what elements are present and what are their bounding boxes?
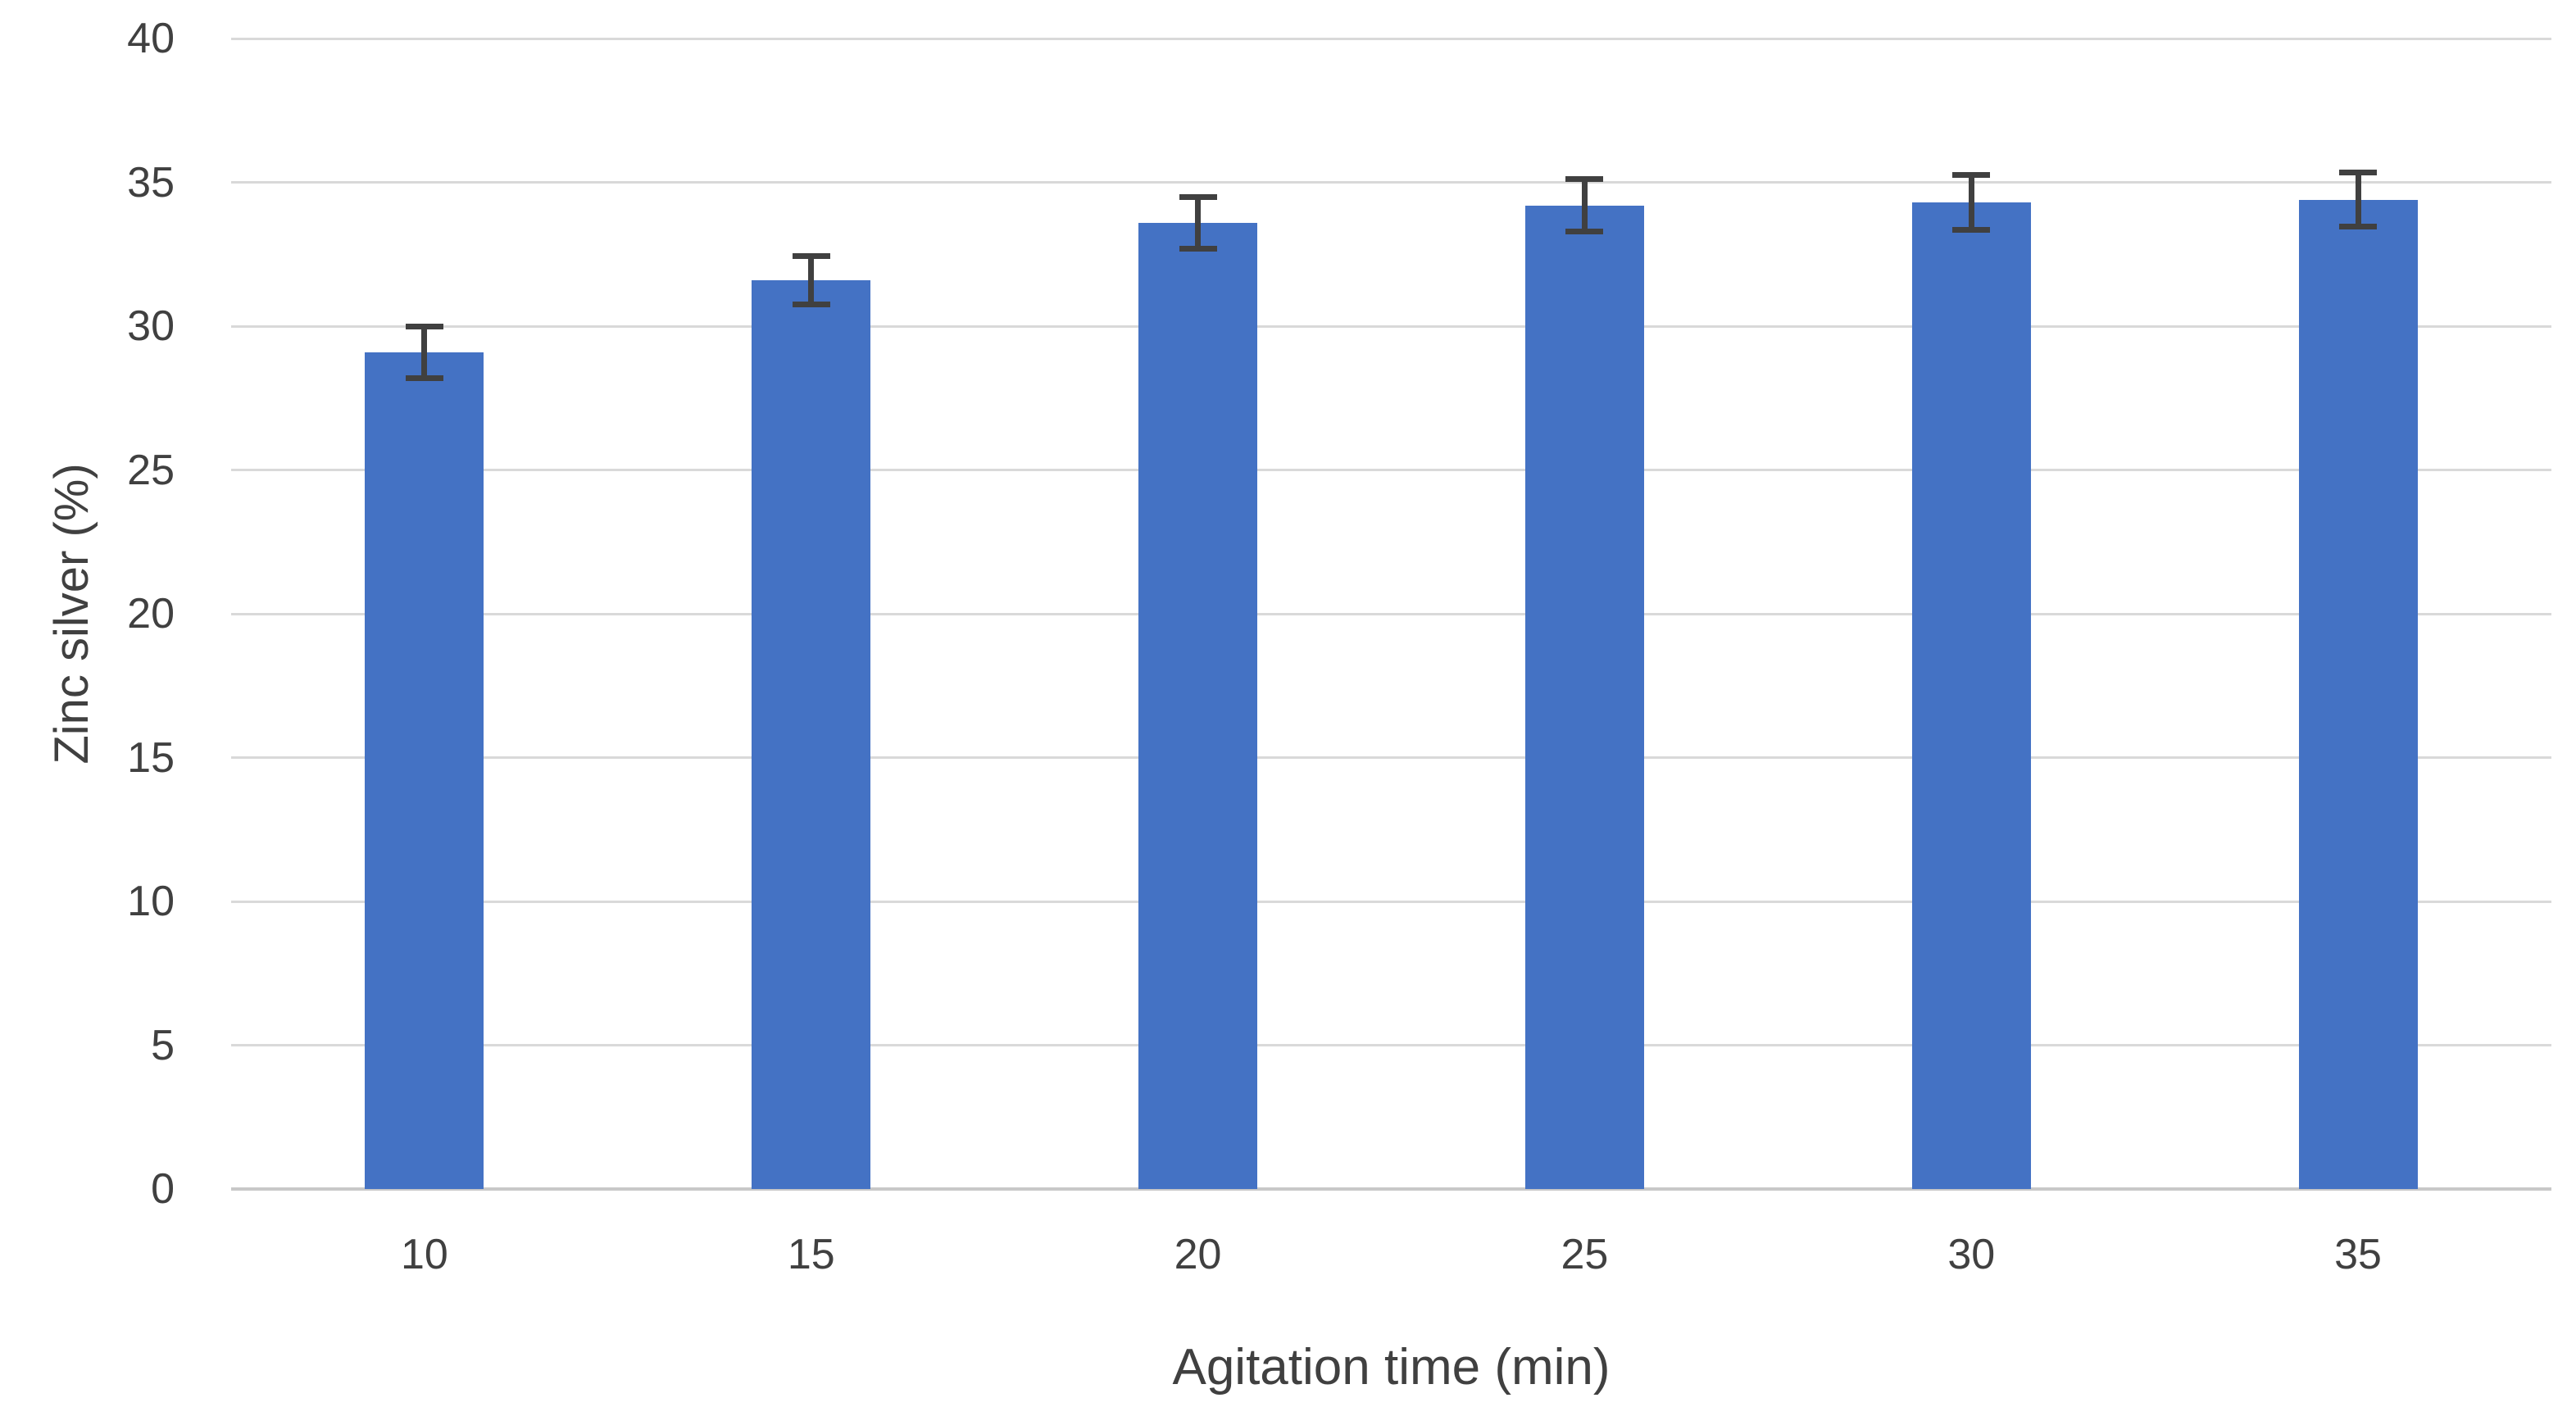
error-bar-line — [1581, 179, 1588, 232]
x-axis-baseline — [231, 1187, 2551, 1191]
gridline — [231, 469, 2551, 471]
error-bar-cap-bottom — [405, 374, 443, 381]
error-bar-line — [1968, 175, 1974, 230]
error-bar-line — [2355, 172, 2361, 227]
gridline — [231, 900, 2551, 903]
bar-30 — [1911, 202, 2031, 1189]
gridline — [231, 612, 2551, 615]
error-bar-cap-top — [1179, 193, 1217, 200]
x-tick-label: 10 — [400, 1231, 448, 1278]
error-bar-cap-top — [405, 323, 443, 329]
bar-20 — [1138, 222, 1258, 1189]
error-bar-cap-bottom — [2339, 224, 2378, 230]
error-bar-cap-top — [792, 252, 830, 259]
y-tick-label: 25 — [127, 446, 175, 494]
bar-10 — [365, 352, 484, 1189]
y-tick-label: 0 — [151, 1165, 175, 1213]
bar-25 — [1524, 205, 1644, 1189]
error-bar-cap-bottom — [792, 302, 830, 308]
gridline — [231, 324, 2551, 328]
error-bar-cap-top — [1565, 176, 1604, 183]
error-bar-line — [1195, 197, 1202, 249]
gridline — [231, 37, 2551, 40]
error-bar-cap-bottom — [1179, 245, 1217, 252]
bar-15 — [752, 279, 871, 1189]
error-bar-cap-top — [2339, 169, 2378, 175]
bar-35 — [2298, 199, 2418, 1189]
y-tick-label: 35 — [127, 158, 175, 206]
x-tick-label: 20 — [1174, 1231, 1222, 1278]
x-tick-label: 35 — [2334, 1231, 2382, 1278]
error-bar-cap-top — [1952, 172, 1991, 179]
gridline — [231, 756, 2551, 759]
gridline — [231, 181, 2551, 184]
error-bar-line — [421, 326, 428, 379]
error-bar-line — [808, 256, 815, 305]
error-bar-cap-bottom — [1565, 228, 1604, 234]
x-tick-label: 30 — [1947, 1231, 1996, 1278]
y-tick-label: 40 — [127, 15, 175, 62]
y-tick-label: 20 — [127, 590, 175, 638]
x-tick-label: 25 — [1561, 1231, 1609, 1278]
x-tick-label: 15 — [787, 1231, 835, 1278]
gridline — [231, 1044, 2551, 1046]
x-axis-title: Agitation time (min) — [1172, 1339, 1611, 1396]
y-tick-label: 30 — [127, 302, 175, 350]
plot-area — [231, 39, 2551, 1189]
y-tick-label: 15 — [127, 733, 175, 782]
y-tick-label: 10 — [127, 878, 175, 925]
error-bar-cap-bottom — [1952, 226, 1991, 233]
y-tick-label: 5 — [151, 1021, 175, 1069]
